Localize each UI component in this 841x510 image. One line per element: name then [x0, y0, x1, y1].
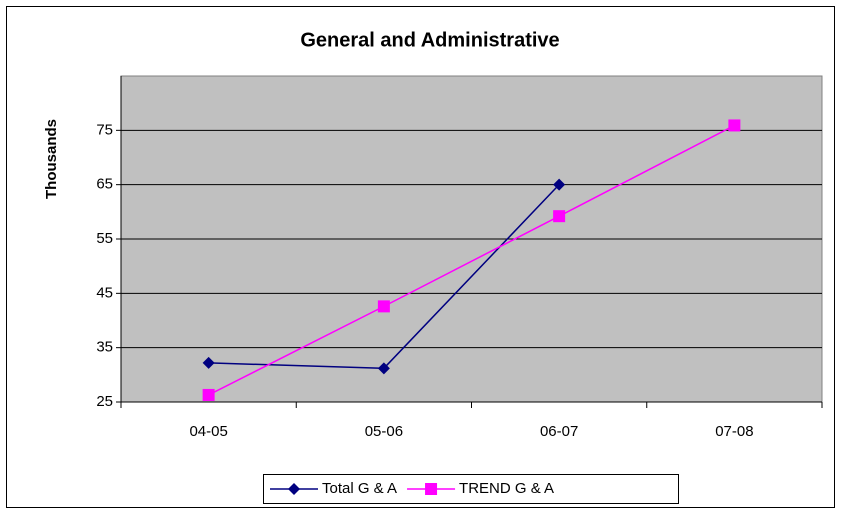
- chart-title: General and Administrative: [300, 29, 559, 51]
- series-line: [208, 124, 735, 396]
- marker: [202, 388, 215, 401]
- x-tick-label: 05-06: [365, 423, 403, 440]
- marker: [553, 178, 566, 191]
- y-tick-label: 55: [96, 230, 113, 247]
- marker: [728, 119, 741, 132]
- y-tick-label: 25: [96, 393, 113, 410]
- y-tick-label: 75: [96, 121, 113, 138]
- x-tick-label: 07-08: [715, 423, 753, 440]
- y-tick-label: 65: [96, 176, 113, 193]
- y-axis-label: Thousands: [43, 119, 60, 199]
- marker: [288, 483, 300, 495]
- x-tick-label: 06-07: [540, 423, 578, 440]
- y-tick-label: 35: [96, 339, 113, 356]
- x-tick-label: 04-05: [189, 423, 227, 440]
- marker: [553, 210, 566, 223]
- marker: [377, 300, 390, 313]
- marker: [425, 483, 438, 495]
- legend-label: TREND G & A: [459, 480, 554, 497]
- legend-label: Total G & A: [322, 480, 397, 497]
- marker: [377, 362, 390, 375]
- legend-box: [263, 474, 679, 504]
- y-tick-label: 45: [96, 284, 113, 301]
- marker: [202, 356, 215, 369]
